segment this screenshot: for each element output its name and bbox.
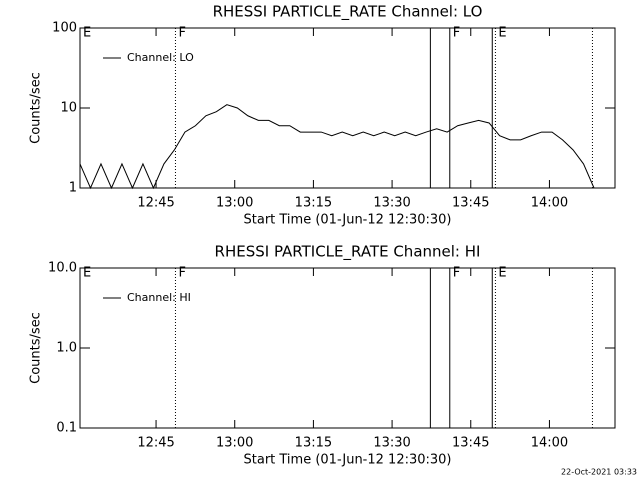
chart-title: RHESSI PARTICLE_RATE Channel: LO [213,3,483,22]
x-axis-label: Start Time (01-Jun-12 12:30:30) [244,213,452,228]
x-tick-label: 13:45 [452,436,489,451]
y-axis-label: Counts/sec [29,72,44,144]
y-tick-label: 0.1 [56,421,77,436]
event-label: F [453,26,460,41]
legend-label: Channel: HI [127,291,191,304]
x-tick-label: 13:00 [216,196,253,211]
event-label: F [453,266,460,281]
y-tick-label: 10.0 [48,261,77,276]
event-label: E [498,266,506,281]
x-tick-label: 13:30 [373,196,410,211]
y-axis-label: Counts/sec [29,312,44,384]
data-line [79,104,595,190]
legend-label: Channel: LO [127,51,194,64]
event-label: F [178,266,185,281]
x-axis-label: Start Time (01-Jun-12 12:30:30) [244,453,452,468]
event-label: F [178,26,185,41]
event-label: E [83,26,91,41]
y-tick-label: 10 [60,101,77,116]
x-tick-label: 13:45 [452,196,489,211]
event-label: E [83,266,91,281]
x-tick-label: 12:45 [137,436,174,451]
x-tick-label: 13:00 [216,436,253,451]
x-tick-label: 12:45 [137,196,174,211]
timestamp: 22-Oct-2021 03:33 [561,468,637,477]
y-tick-label: 1 [69,181,77,196]
x-tick-label: 13:15 [295,196,332,211]
chart-title: RHESSI PARTICLE_RATE Channel: HI [215,243,481,262]
x-tick-label: 14:00 [531,436,568,451]
x-tick-label: 13:15 [295,436,332,451]
x-tick-label: 13:30 [373,436,410,451]
event-label: E [498,26,506,41]
x-tick-label: 14:00 [531,196,568,211]
y-tick-label: 1.0 [56,341,77,356]
y-tick-label: 100 [52,21,77,36]
